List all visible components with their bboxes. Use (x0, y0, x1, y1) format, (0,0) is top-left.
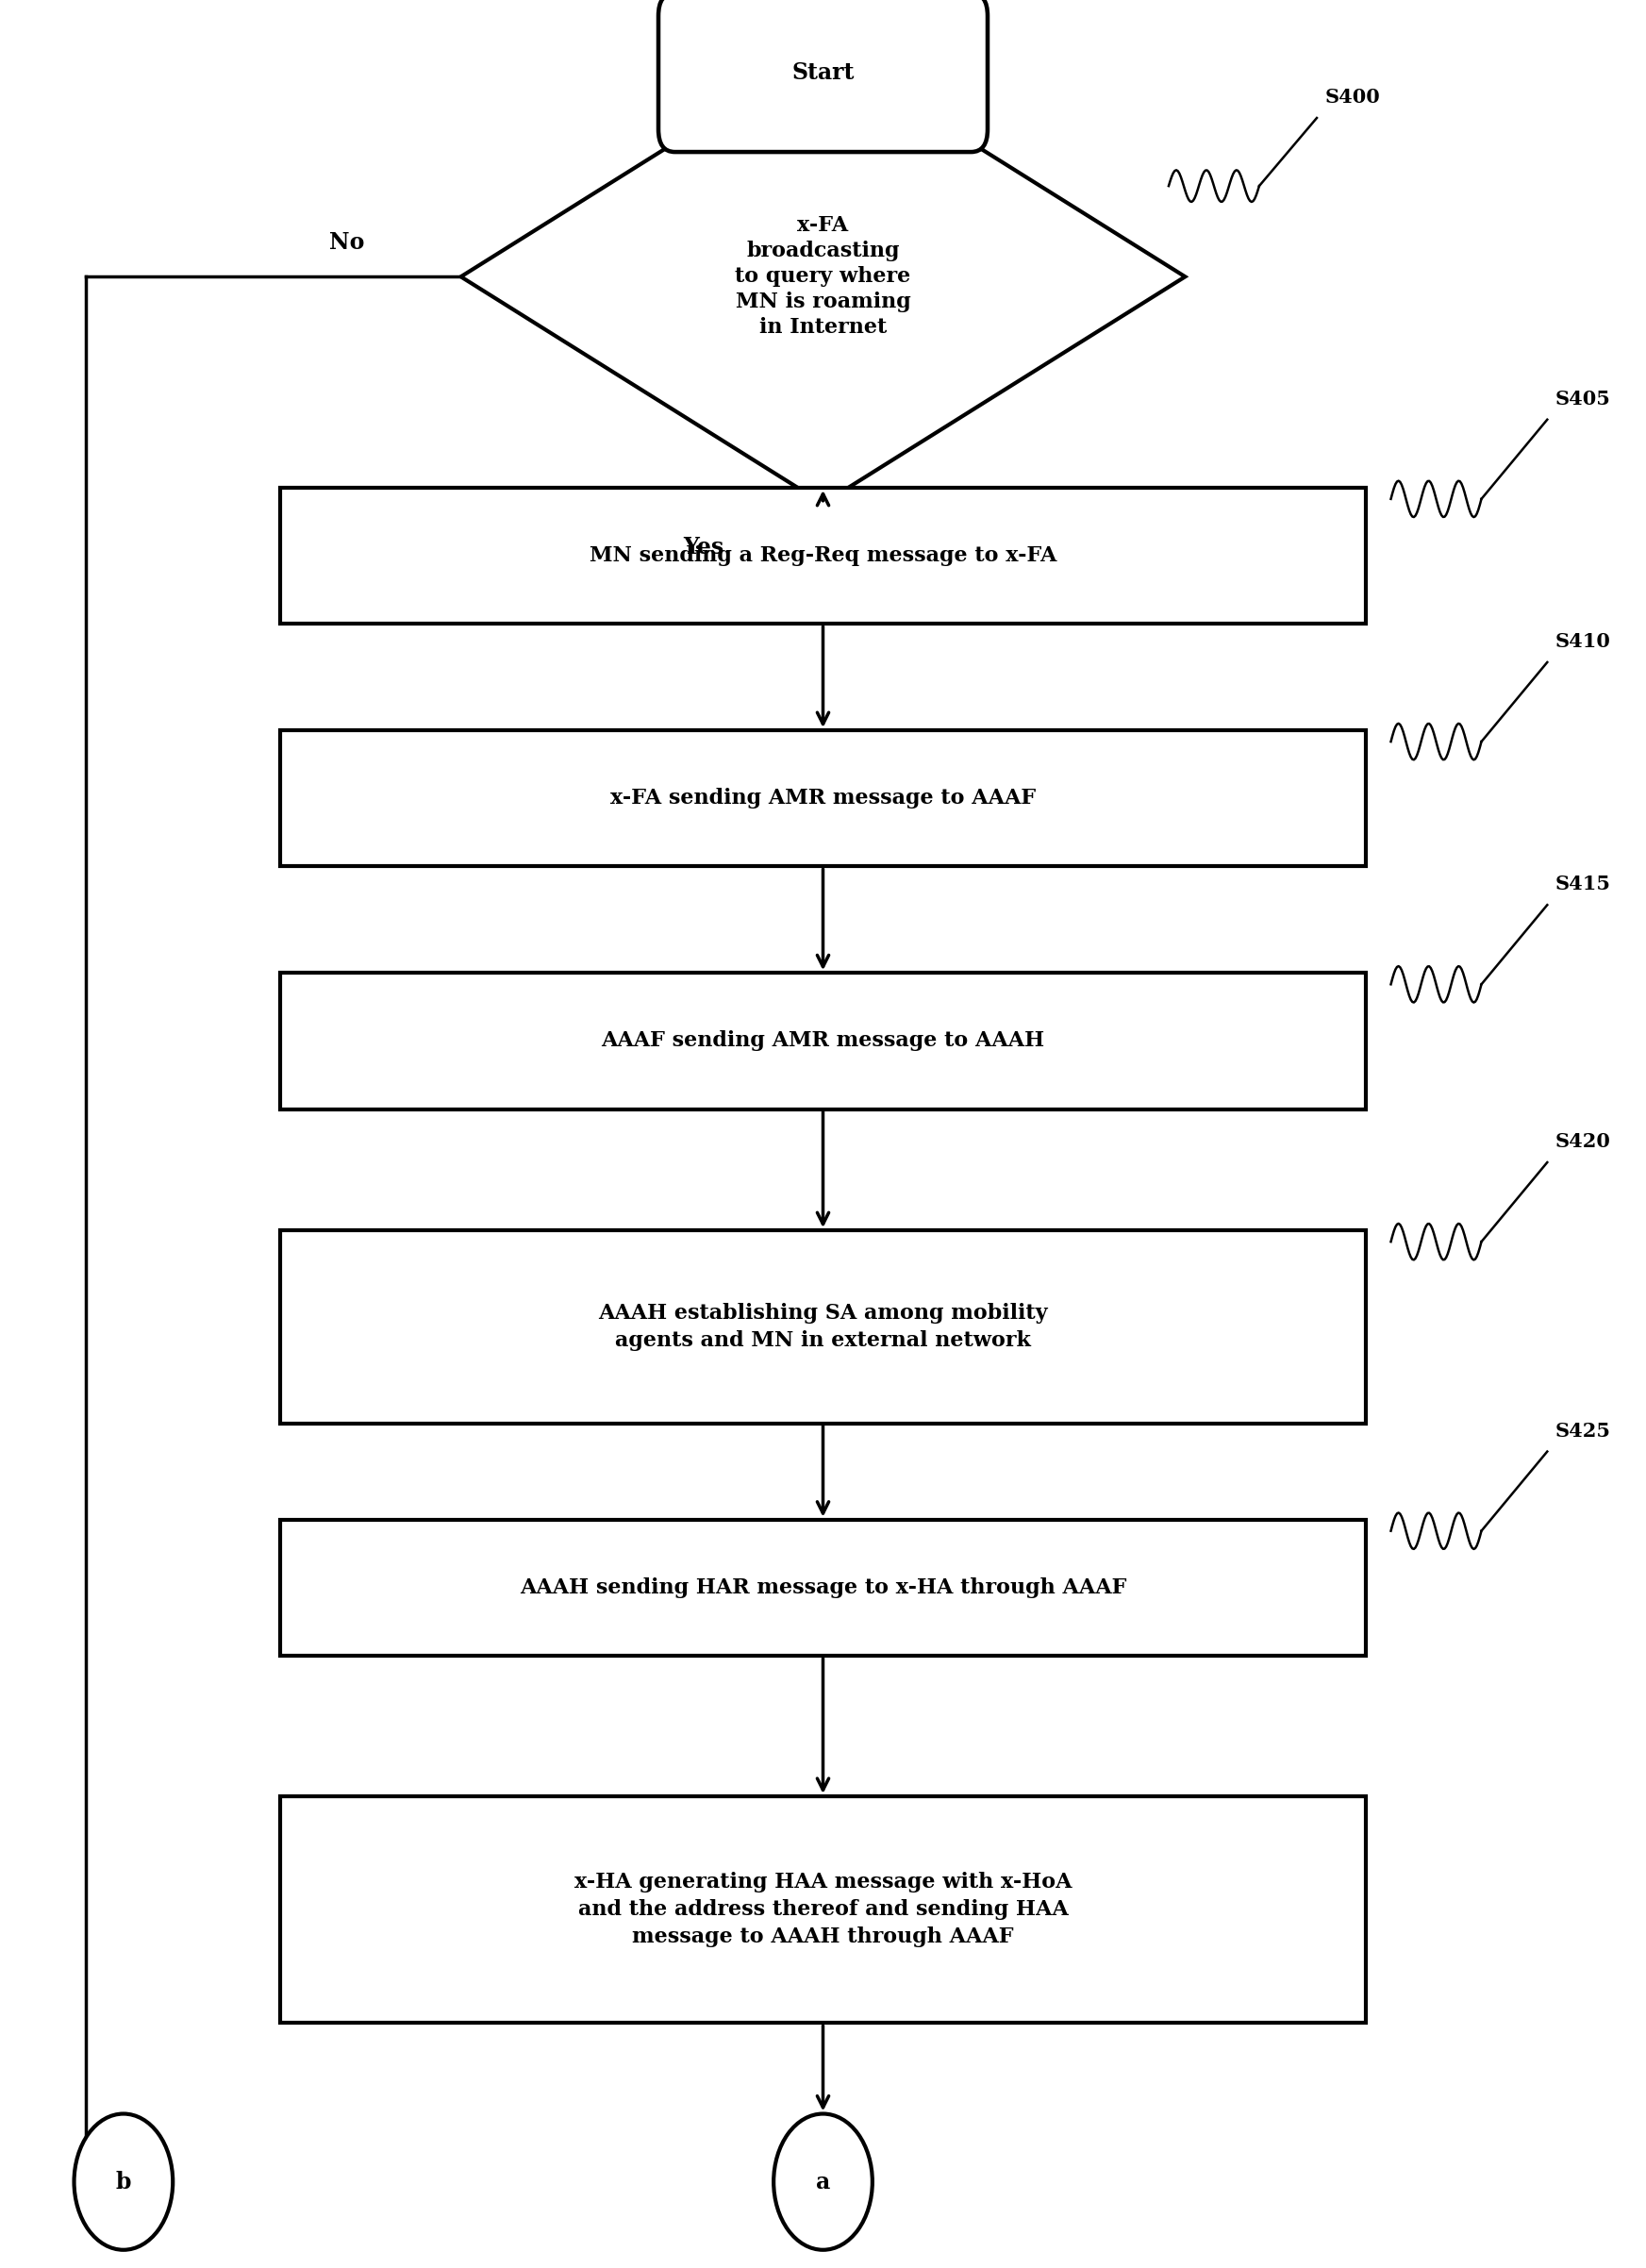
FancyBboxPatch shape (280, 1520, 1366, 1656)
Polygon shape (461, 50, 1185, 503)
Text: a: a (816, 2170, 830, 2193)
Text: b: b (115, 2170, 132, 2193)
Text: Yes: Yes (683, 535, 724, 558)
Text: S420: S420 (1555, 1132, 1611, 1152)
FancyBboxPatch shape (658, 0, 988, 152)
FancyBboxPatch shape (280, 488, 1366, 624)
FancyBboxPatch shape (280, 730, 1366, 866)
Text: x-FA sending AMR message to AAAF: x-FA sending AMR message to AAAF (611, 787, 1035, 810)
Text: AAAH sending HAR message to x-HA through AAAF: AAAH sending HAR message to x-HA through… (520, 1576, 1126, 1599)
Text: S415: S415 (1555, 875, 1611, 894)
FancyBboxPatch shape (280, 1229, 1366, 1424)
FancyBboxPatch shape (280, 1796, 1366, 2023)
Text: Start: Start (792, 61, 854, 84)
Circle shape (774, 2114, 872, 2250)
Text: AAAH establishing SA among mobility
agents and MN in external network: AAAH establishing SA among mobility agen… (597, 1302, 1049, 1352)
Text: x-FA
broadcasting
to query where
MN is roaming
in Internet: x-FA broadcasting to query where MN is r… (736, 215, 910, 338)
Text: No: No (329, 231, 364, 254)
FancyBboxPatch shape (280, 973, 1366, 1109)
Text: MN sending a Reg-Req message to x-FA: MN sending a Reg-Req message to x-FA (589, 544, 1057, 567)
Text: x-HA generating HAA message with x-HoA
and the address thereof and sending HAA
m: x-HA generating HAA message with x-HoA a… (574, 1871, 1072, 1948)
Circle shape (74, 2114, 173, 2250)
Text: AAAF sending AMR message to AAAH: AAAF sending AMR message to AAAH (601, 1030, 1045, 1052)
Text: S410: S410 (1555, 633, 1611, 651)
Text: S400: S400 (1325, 88, 1381, 107)
Text: S405: S405 (1555, 390, 1611, 408)
Text: S425: S425 (1555, 1422, 1611, 1440)
